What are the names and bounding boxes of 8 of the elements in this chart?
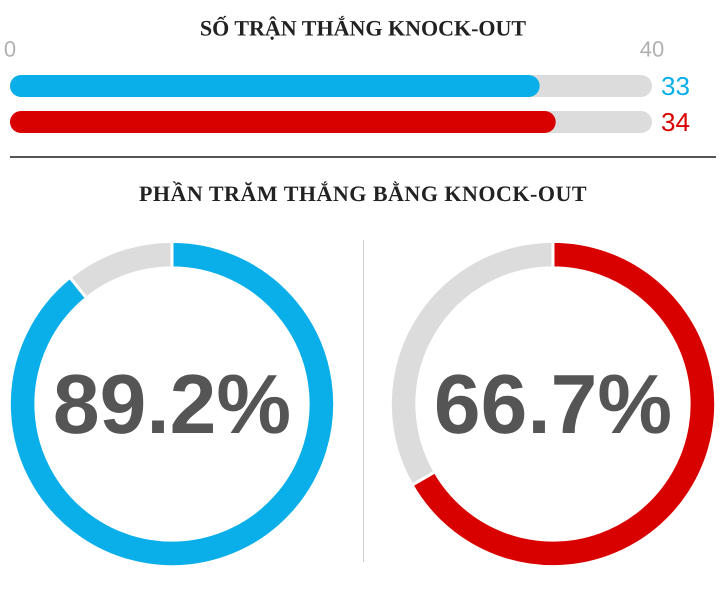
- chart-title: PHẦN TRĂM THẮNG BẰNG KNOCK-OUT: [138, 180, 588, 208]
- chart-title: SỐ TRẬN THẮNG KNOCK-OUT: [200, 16, 526, 40]
- data-label: 33: [661, 71, 690, 101]
- x-tick-label: 0: [4, 36, 16, 62]
- data-label: 34: [661, 107, 690, 137]
- text: 89.2%: [52, 357, 292, 451]
- text: 66.7%: [434, 357, 672, 451]
- x-tick-label: 40: [640, 36, 664, 62]
